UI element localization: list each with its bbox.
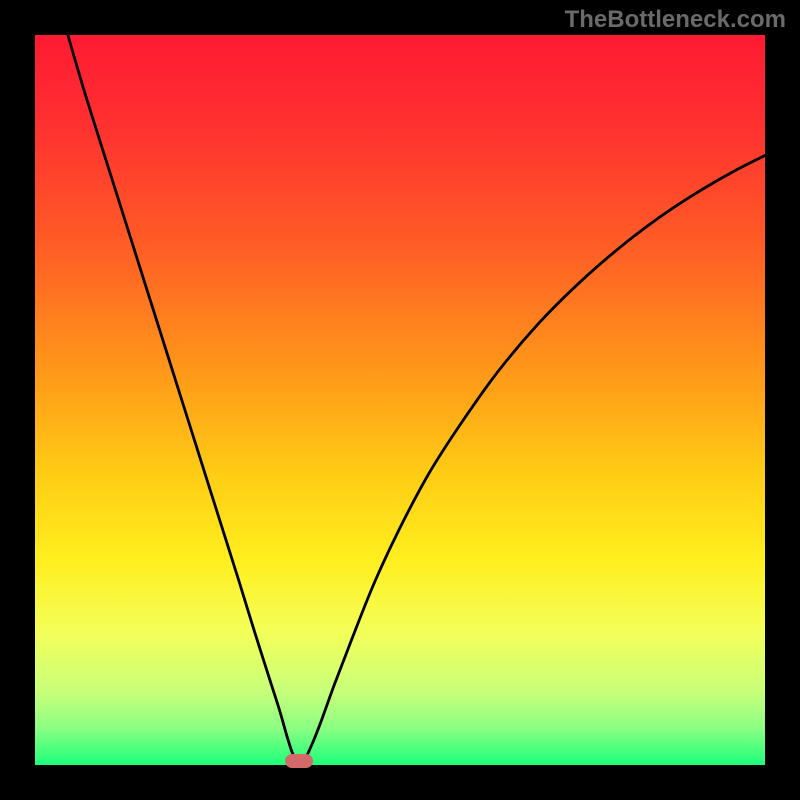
bottleneck-curve [35,35,765,765]
watermark-text: TheBottleneck.com [565,6,786,34]
optimum-marker [285,754,313,768]
plot-area [35,35,765,765]
chart-frame: TheBottleneck.com [0,0,800,800]
curve-path [68,35,765,765]
